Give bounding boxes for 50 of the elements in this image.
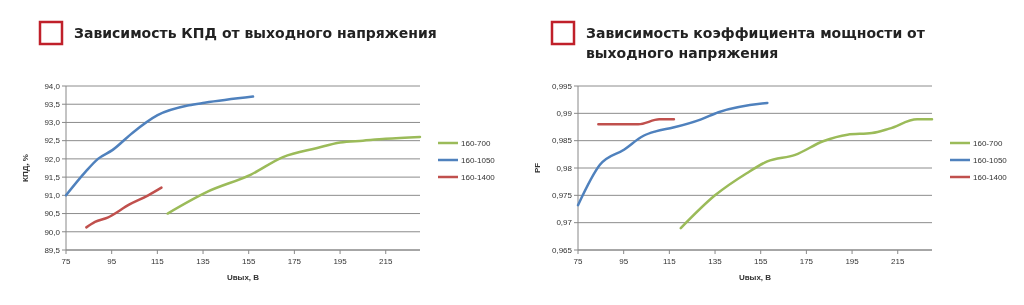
legend-label: 160-700	[461, 138, 491, 148]
chart-title: Зависимость КПД от выходного напряжения	[74, 25, 437, 41]
x-axis-title: Uвых, В	[738, 273, 772, 282]
y-tick-label: 89,5	[44, 245, 61, 255]
x-tick-label: 115	[150, 257, 165, 266]
x-tick-label: 115	[662, 257, 677, 266]
x-tick-label: 195	[845, 257, 860, 266]
x-tick-label: 75	[61, 257, 71, 266]
y-axis-title: PF	[533, 162, 542, 174]
x-tick-label: 135	[196, 257, 211, 266]
line-series	[64, 95, 255, 197]
x-axis-title: Uвых, В	[226, 273, 260, 282]
y-axis-title: КПД, %	[21, 154, 30, 182]
x-tick-label: 155	[754, 257, 768, 266]
y-tick-label: 92,5	[44, 136, 61, 146]
x-tick-label: 215	[891, 257, 905, 266]
y-tick-label: 93,5	[44, 100, 61, 110]
x-tick-label: 95	[619, 257, 629, 266]
y-tick-label: 0,985	[551, 136, 573, 146]
legend-label: 160-1050	[461, 155, 496, 165]
y-tick-label: 91,0	[44, 191, 61, 201]
x-tick-label: 175	[287, 257, 302, 266]
y-tick-label: 0,975	[551, 191, 573, 201]
y-tick-label: 0,97	[556, 218, 573, 228]
line-series	[576, 101, 769, 207]
x-tick-label: 175	[799, 257, 814, 266]
y-tick-label: 0,98	[556, 163, 573, 173]
x-tick-label: 195	[333, 257, 348, 266]
x-tick-label: 75	[573, 257, 583, 266]
legend-label: 160-700	[973, 138, 1003, 148]
y-tick-label: 93,0	[44, 118, 61, 128]
line-series	[85, 186, 163, 229]
y-tick-label: 92,0	[44, 154, 61, 164]
legend-label: 160-1400	[973, 172, 1008, 182]
line-series	[679, 118, 934, 230]
line-series	[166, 135, 422, 215]
legend-label: 160-1050	[973, 155, 1008, 165]
legend-label: 160-1400	[461, 172, 496, 182]
y-tick-label: 94,0	[44, 81, 61, 91]
y-tick-label: 90,0	[44, 227, 61, 237]
x-tick-label: 215	[379, 257, 393, 266]
x-tick-label: 155	[242, 257, 256, 266]
x-tick-label: 95	[107, 257, 117, 266]
y-tick-label: 0,995	[551, 81, 573, 91]
chart-title: Зависимость коэффициента мощности от выходного напряжения	[586, 25, 926, 61]
y-tick-label: 0,965	[551, 245, 573, 255]
y-tick-label: 91,5	[44, 172, 61, 182]
x-tick-label: 135	[708, 257, 723, 266]
y-tick-label: 0,99	[556, 109, 573, 119]
y-tick-label: 90,5	[44, 209, 61, 219]
